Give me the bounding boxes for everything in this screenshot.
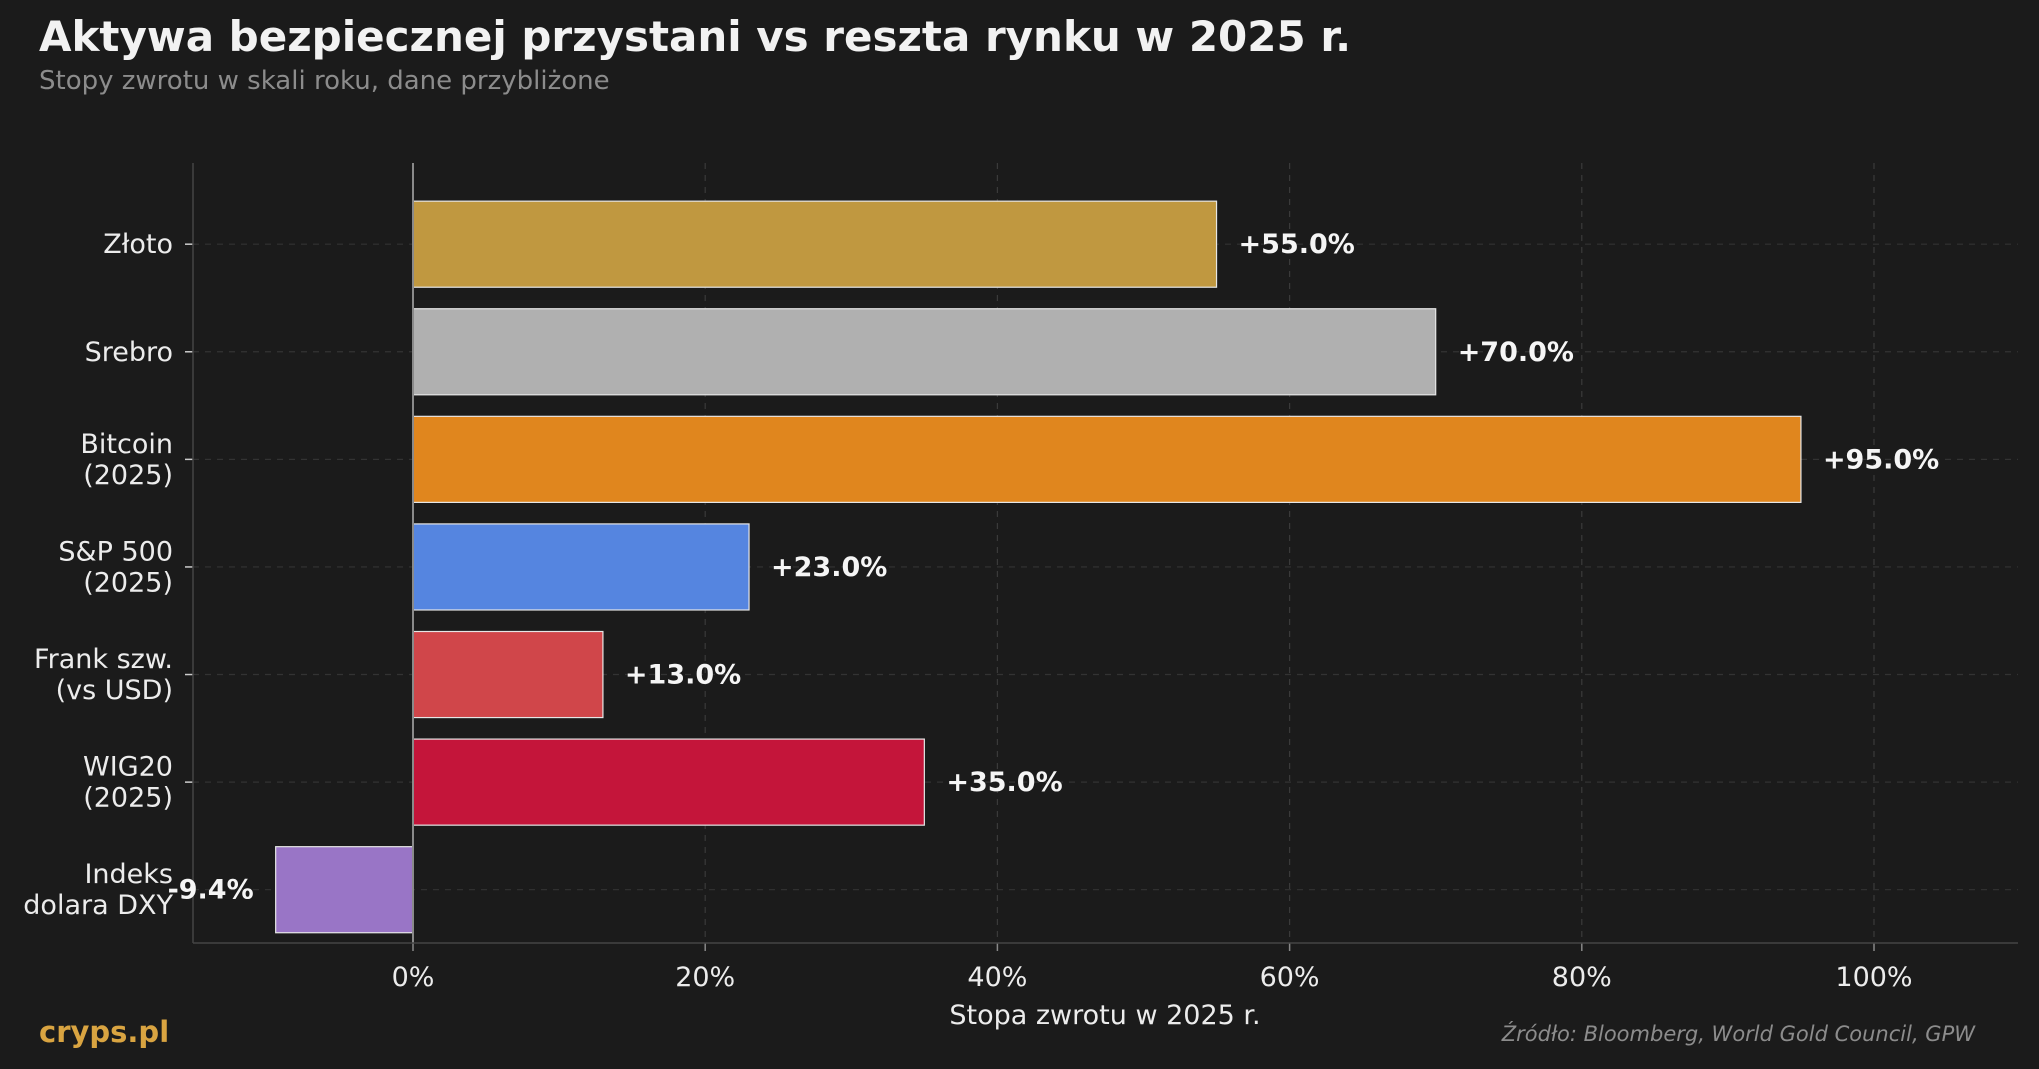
category-label: WIG20 [83,752,173,783]
bar [412,200,1218,288]
x-tick-label: 60% [1260,962,1320,993]
value-label: +70.0% [1458,337,1574,368]
x-tick-label: 20% [675,962,735,993]
axes [185,163,2018,951]
bar [275,846,414,934]
bar [412,738,925,826]
value-label: +55.0% [1239,229,1355,260]
value-label: +35.0% [946,767,1062,798]
bar [412,523,750,611]
chart-title: Aktywa bezpiecznej przystani vs reszta r… [39,12,1352,61]
value-label: +23.0% [771,552,887,583]
brand-logo-text: cryps.pl [39,1015,170,1049]
category-label: Indeks [84,859,173,890]
bars [275,200,1802,934]
category-label: Złoto [103,229,173,260]
category-label: (2025) [83,783,173,814]
x-tick-label: 100% [1835,962,1912,993]
source-note: Źródło: Bloomberg, World Gold Council, G… [1501,1022,1975,1046]
category-label: Bitcoin [80,429,173,460]
value-label: +95.0% [1823,444,1939,475]
category-label: Frank szw. [34,644,173,675]
x-tick-label: 0% [392,962,435,993]
x-axis-label: Stopa zwrotu w 2025 r. [949,1000,1260,1031]
category-label: Srebro [85,337,173,368]
category-label: (vs USD) [56,675,173,706]
chart-subtitle: Stopy zwrotu w skali roku, dane przybliż… [39,66,610,96]
category-label: (2025) [83,460,173,491]
x-tick-label: 40% [967,962,1027,993]
value-label: +13.0% [625,660,741,691]
category-label: dolara DXY [23,890,173,921]
bar [412,308,1437,396]
labels: 0% 20% 40% 60% 80% 100% Złoto +55.0% Srebro +70.0… [23,229,1939,993]
bar [412,630,604,719]
category-label: (2025) [83,567,173,598]
value-label: -9.4% [168,875,254,906]
bar [412,415,1802,503]
x-tick-label: 80% [1552,962,1612,993]
category-label: S&P 500 [58,536,173,567]
